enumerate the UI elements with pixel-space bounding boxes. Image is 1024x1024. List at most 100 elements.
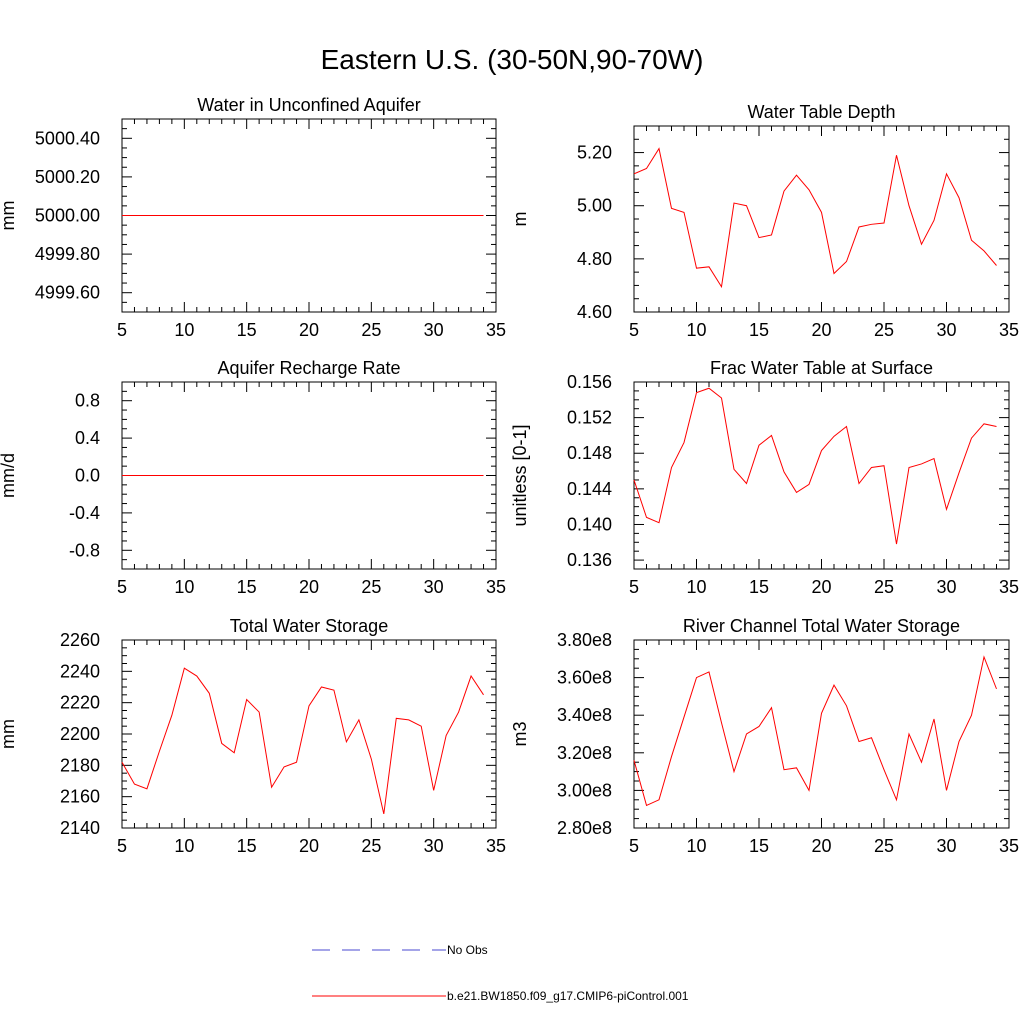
x-tick-label: 20 bbox=[299, 320, 319, 340]
panel-title: Water Table Depth bbox=[747, 102, 895, 122]
x-tick-label: 5 bbox=[117, 320, 127, 340]
y-tick-label: -0.8 bbox=[69, 540, 100, 560]
x-tick-label: 5 bbox=[629, 836, 639, 856]
y-tick-label: 3.80e8 bbox=[557, 630, 612, 650]
y-tick-label: 4999.60 bbox=[35, 283, 100, 303]
x-tick-label: 35 bbox=[486, 577, 506, 597]
series-line bbox=[633, 147, 997, 289]
x-tick-label: 25 bbox=[361, 836, 381, 856]
y-tick-label: 4999.80 bbox=[35, 244, 100, 264]
y-axis-label: mm bbox=[0, 719, 18, 749]
panel-title: Water in Unconfined Aquifer bbox=[197, 95, 420, 115]
y-tick-label: 2220 bbox=[60, 693, 100, 713]
legend-swatch-model bbox=[312, 995, 446, 997]
y-axis-label: m bbox=[510, 212, 530, 227]
y-tick-label: 4.80 bbox=[577, 249, 612, 269]
panel-title: River Channel Total Water Storage bbox=[683, 616, 960, 636]
y-tick-label: 5000.40 bbox=[35, 128, 100, 148]
panel-title: Frac Water Table at Surface bbox=[710, 358, 933, 378]
y-tick-label: 2200 bbox=[60, 724, 100, 744]
x-tick-label: 25 bbox=[874, 577, 894, 597]
y-axis-label: mm bbox=[0, 201, 18, 231]
x-tick-label: 15 bbox=[749, 320, 769, 340]
series-line bbox=[633, 655, 997, 807]
y-tick-label: 2.80e8 bbox=[557, 818, 612, 838]
y-tick-label: 5.20 bbox=[577, 143, 612, 163]
x-tick-label: 20 bbox=[811, 836, 831, 856]
x-tick-label: 5 bbox=[117, 577, 127, 597]
y-tick-label: 5000.20 bbox=[35, 167, 100, 187]
x-tick-label: 30 bbox=[424, 320, 444, 340]
y-tick-label: 0.8 bbox=[75, 391, 100, 411]
y-tick-label: 4.60 bbox=[577, 302, 612, 322]
x-tick-label: 20 bbox=[299, 836, 319, 856]
y-tick-label: 0.156 bbox=[567, 372, 612, 392]
x-tick-label: 15 bbox=[749, 836, 769, 856]
legend-label-obs: No Obs bbox=[447, 943, 488, 957]
y-tick-label: -0.4 bbox=[69, 503, 100, 523]
x-tick-label: 25 bbox=[874, 320, 894, 340]
series-line bbox=[633, 387, 997, 545]
y-tick-label: 2160 bbox=[60, 787, 100, 807]
x-tick-label: 35 bbox=[999, 577, 1019, 597]
y-tick-label: 0.136 bbox=[567, 550, 612, 570]
x-tick-label: 20 bbox=[811, 577, 831, 597]
y-tick-label: 0.152 bbox=[567, 408, 612, 428]
legend-item-obs: No Obs bbox=[0, 940, 1024, 960]
y-tick-label: 5.00 bbox=[577, 196, 612, 216]
x-tick-label: 25 bbox=[874, 836, 894, 856]
x-tick-label: 10 bbox=[686, 320, 706, 340]
x-tick-label: 15 bbox=[237, 577, 257, 597]
x-tick-label: 20 bbox=[299, 577, 319, 597]
x-tick-label: 30 bbox=[936, 320, 956, 340]
x-tick-label: 30 bbox=[424, 577, 444, 597]
legend-label-model: b.e21.BW1850.f09_g17.CMIP6-piControl.001 bbox=[447, 989, 689, 1003]
x-tick-label: 5 bbox=[629, 577, 639, 597]
plot-frame bbox=[633, 639, 1010, 829]
x-tick-label: 35 bbox=[999, 836, 1019, 856]
x-tick-label: 10 bbox=[174, 320, 194, 340]
x-tick-label: 35 bbox=[486, 320, 506, 340]
x-tick-label: 10 bbox=[686, 577, 706, 597]
x-tick-label: 15 bbox=[237, 836, 257, 856]
y-tick-label: 0.4 bbox=[75, 428, 100, 448]
series-line bbox=[121, 667, 484, 815]
y-tick-label: 3.60e8 bbox=[557, 668, 612, 688]
y-axis-label: m3 bbox=[510, 721, 530, 746]
x-tick-label: 35 bbox=[486, 836, 506, 856]
x-tick-label: 10 bbox=[686, 836, 706, 856]
y-tick-label: 3.00e8 bbox=[557, 780, 612, 800]
y-axis-label: unitless [0-1] bbox=[510, 424, 530, 526]
panel-title: Aquifer Recharge Rate bbox=[217, 358, 400, 378]
y-tick-label: 5000.00 bbox=[35, 206, 100, 226]
y-tick-label: 0.148 bbox=[567, 443, 612, 463]
legend-swatch-obs bbox=[312, 949, 446, 951]
panel-title: Total Water Storage bbox=[230, 616, 388, 636]
y-axis-label: mm/d bbox=[0, 453, 18, 498]
y-tick-label: 2140 bbox=[60, 818, 100, 838]
x-tick-label: 15 bbox=[749, 577, 769, 597]
x-tick-label: 30 bbox=[936, 836, 956, 856]
y-tick-label: 0.144 bbox=[567, 479, 612, 499]
x-tick-label: 10 bbox=[174, 577, 194, 597]
x-tick-label: 5 bbox=[629, 320, 639, 340]
figure-title: Eastern U.S. (30-50N,90-70W) bbox=[320, 44, 704, 75]
y-tick-label: 2260 bbox=[60, 630, 100, 650]
y-tick-label: 2240 bbox=[60, 661, 100, 681]
x-tick-label: 35 bbox=[999, 320, 1019, 340]
x-tick-label: 25 bbox=[361, 320, 381, 340]
y-tick-label: 3.40e8 bbox=[557, 705, 612, 725]
x-tick-label: 5 bbox=[117, 836, 127, 856]
y-tick-label: 2180 bbox=[60, 755, 100, 775]
x-tick-label: 20 bbox=[811, 320, 831, 340]
x-tick-label: 25 bbox=[361, 577, 381, 597]
x-tick-label: 30 bbox=[424, 836, 444, 856]
x-tick-label: 30 bbox=[936, 577, 956, 597]
